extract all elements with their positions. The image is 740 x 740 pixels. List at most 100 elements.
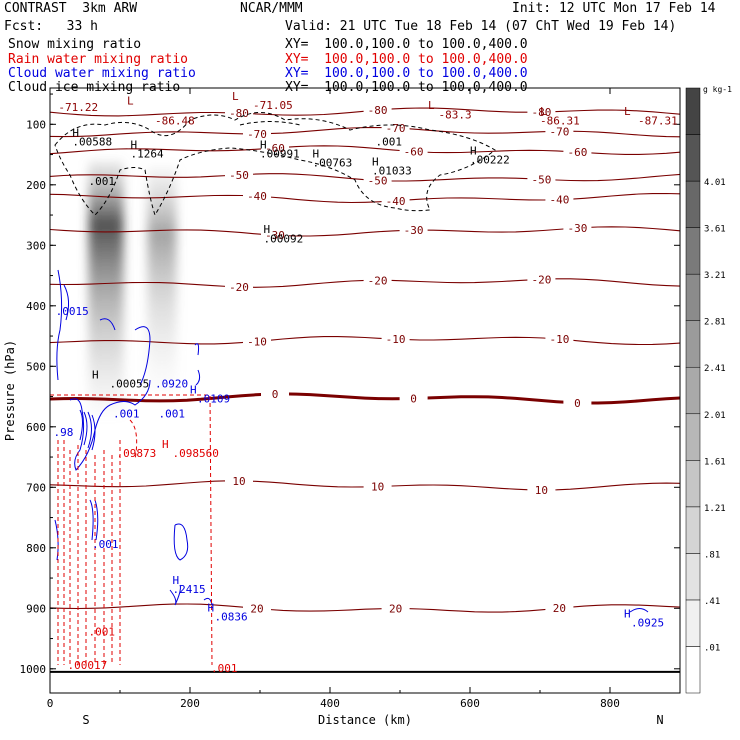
- x-tick-label: 400: [320, 697, 340, 710]
- isotherm-label: -70: [386, 122, 406, 135]
- contour-annotation: L: [624, 105, 631, 118]
- y-tick-label: 700: [26, 481, 46, 494]
- isotherm-line: [49, 603, 681, 613]
- isotherm-label: -20: [368, 274, 388, 287]
- isotherm-label-bg: [363, 480, 392, 493]
- isotherm-label: 10: [232, 475, 245, 488]
- isotherm-label: -10: [386, 333, 406, 346]
- y-axis-label: Pressure (hPa): [3, 340, 17, 441]
- isotherm-label-bg: [261, 387, 289, 400]
- contour-annotation: .098560: [173, 447, 219, 460]
- isotherm-label: -80: [368, 104, 388, 117]
- x-axis-label: Distance (km): [318, 713, 412, 727]
- cloud-water-contour: [56, 269, 63, 381]
- isotherm-line: [49, 192, 681, 204]
- colorbar-unit: g kg-1: [703, 85, 732, 94]
- colorbar-level-label: .81: [704, 550, 720, 560]
- colorbar-bin: [685, 134, 701, 182]
- contour-annotation: .98: [54, 426, 74, 439]
- colorbar-level-label: 3.61: [704, 225, 726, 235]
- contour-annotation: .0015: [56, 305, 89, 318]
- legend-cloud-water-xy: XY= 100.0,100.0 to 100.0,400.0: [285, 66, 528, 81]
- contour-annotation: L: [428, 99, 435, 112]
- contour-annotation: .00222: [470, 154, 510, 167]
- annotations: -71.22L-86.48L-71.05 L-83.3 L-86.31L-87.31…: [54, 90, 678, 675]
- cloud-water-contour: [63, 284, 70, 321]
- isotherm-label-bg: [399, 224, 428, 237]
- contour-annotation: .001: [92, 538, 119, 551]
- contour-annotation: .001: [211, 662, 238, 675]
- legend-cloud-water-label: Cloud water mixing ratio: [8, 66, 196, 81]
- contour-annotation: H: [372, 155, 379, 168]
- colorbar: .01 .41 .81 1.21 1.61 2.01 2.41 2.81 3.21 3.61 4.0…: [685, 85, 732, 694]
- x-tick-label: 0: [47, 697, 54, 710]
- isotherm-label: -70: [247, 128, 267, 141]
- contour-annotation: .00991: [260, 148, 300, 161]
- isotherm-label-bg: [243, 335, 271, 348]
- cloud-water-contour: [89, 499, 99, 541]
- rain-water-contours: [50, 394, 213, 666]
- isotherm-label-bg: [527, 273, 556, 286]
- contour-annotation: H: [313, 148, 320, 161]
- valid-time: Valid: 21 UTC Tue 18 Feb 14 (07 ChT Wed …: [285, 19, 677, 34]
- contour-annotation: -86.31: [540, 114, 580, 127]
- contour-annotation: .001: [113, 408, 140, 421]
- isotherm-label-bg: [363, 104, 392, 117]
- isotherm-label-bg: [225, 474, 253, 487]
- isotherm-label: -30: [265, 229, 285, 242]
- rain-water-contour: [129, 419, 138, 461]
- contour-annotation: H: [624, 607, 631, 620]
- contour-annotation: H: [173, 574, 180, 587]
- colorbar-level-label: 4.01: [704, 178, 726, 188]
- contour-annotation: .1264: [131, 148, 164, 161]
- isotherm-label: -80: [229, 107, 249, 120]
- contour-annotation: .001: [376, 135, 403, 148]
- isotherm-label-bg: [545, 333, 574, 346]
- isotherm-label-bg: [399, 145, 428, 158]
- isotherm-label: 20: [250, 602, 263, 615]
- contour-annotation: .0109: [197, 393, 230, 406]
- isotherm-label: 20: [553, 602, 566, 615]
- colorbar-level-label: 2.41: [704, 364, 726, 374]
- isotherm-label: -60: [404, 146, 424, 159]
- legend-rain-xy: XY= 100.0,100.0 to 100.0,400.0: [285, 52, 528, 67]
- contour-annotation: .00588: [72, 135, 112, 148]
- isotherm-label-bg: [261, 229, 289, 242]
- isotherm-label-bg: [261, 141, 289, 154]
- contour-annotation: -87.31: [638, 114, 678, 127]
- legend-snow-label: Snow mixing ratio: [8, 37, 142, 52]
- y-tick-label: 300: [26, 239, 46, 252]
- isotherm-label-bg: [381, 194, 410, 207]
- isotherm-label: -50: [531, 173, 551, 186]
- contour-annotation: .001: [89, 175, 116, 188]
- title-left: CONTRAST 3km ARW: [4, 1, 138, 16]
- contour-annotation: .0925: [631, 616, 664, 629]
- contour-annotation: H: [260, 139, 267, 152]
- isotherm-line: [49, 126, 681, 138]
- isotherm-label: -60: [567, 146, 587, 159]
- endpoint-label-south: S: [82, 713, 89, 727]
- isotherm-label-bg: [563, 222, 592, 235]
- isotherm-label: 10: [371, 481, 384, 494]
- isotherm-label-bg: [363, 174, 392, 187]
- isotherm-label: -40: [386, 195, 406, 208]
- colorbar-level-label: 3.21: [704, 271, 726, 281]
- colorbar-level-label: .01: [704, 643, 720, 653]
- contour-annotation: .2415: [173, 583, 206, 596]
- cloud-water-contour: [169, 584, 181, 606]
- center-label: NCAR/MMM: [240, 1, 303, 16]
- contour-annotation: H: [162, 438, 169, 451]
- isotherm-label-bg: [363, 274, 392, 287]
- isotherm-label-bg: [527, 106, 556, 119]
- colorbar-bin: [685, 227, 701, 275]
- contour-annotation: .00017: [68, 659, 108, 672]
- isotherm-label: -50: [229, 169, 249, 182]
- endpoint-label-north: N: [656, 713, 663, 727]
- y-tick-label: 900: [26, 602, 46, 615]
- isotherm-label: -20: [531, 273, 551, 286]
- isotherm-label-bg: [243, 602, 271, 615]
- isotherm-label: 10: [535, 484, 548, 497]
- colorbar-bin: [685, 366, 701, 415]
- isotherm-label-bg: [225, 107, 253, 120]
